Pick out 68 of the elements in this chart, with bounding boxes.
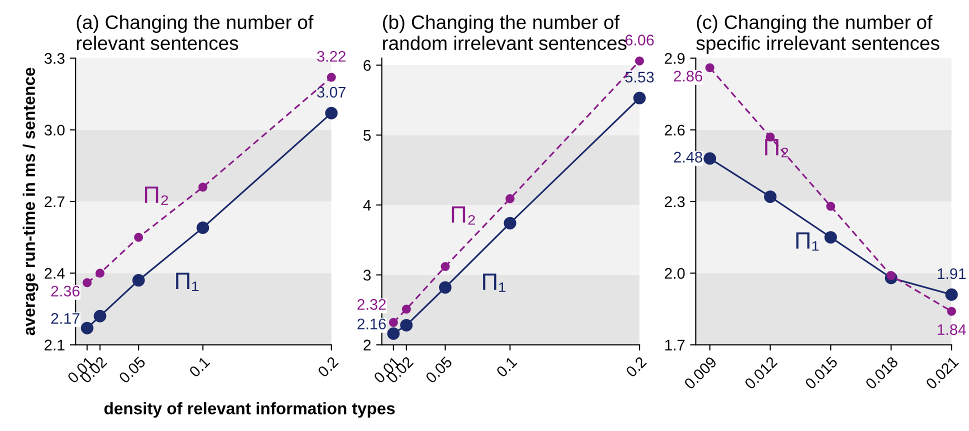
x-tick-label: 0.1	[496, 356, 518, 378]
point	[400, 318, 413, 332]
point	[440, 262, 450, 272]
point	[764, 190, 777, 203]
point	[132, 274, 145, 287]
data-label: 2.86	[674, 70, 702, 82]
point	[198, 182, 208, 192]
series-label: Π₁	[483, 274, 506, 292]
point	[387, 327, 400, 340]
point	[80, 322, 94, 334]
point	[439, 281, 452, 294]
data-label: 3.22	[317, 50, 346, 62]
y-tick-label: 2.9	[664, 53, 685, 64]
y-tick-label: 2.6	[664, 124, 685, 136]
y-tick-label: 2.4	[44, 268, 65, 279]
data-label: 2.36	[51, 286, 80, 297]
series-label: Π₁	[176, 272, 199, 292]
point	[82, 278, 92, 288]
point	[635, 56, 644, 66]
point	[945, 288, 958, 301]
point	[504, 216, 516, 230]
y-tick-label: 4	[363, 200, 371, 211]
point	[704, 152, 716, 165]
y-tick-label: 2.3	[664, 196, 685, 208]
data-label: 1.91	[938, 268, 966, 280]
series-label: Π₁	[796, 232, 819, 251]
y-tick-label: 2.1	[44, 340, 64, 350]
x-tick-label: 0.2	[317, 356, 339, 378]
chart-title: (b) Changing the number of random irrelevant sentences	[382, 14, 626, 50]
y-tick-label: 2.0	[664, 268, 685, 279]
y-tick-label: 3	[363, 270, 371, 281]
point	[196, 222, 210, 234]
data-label: 3.07	[317, 86, 346, 98]
series-label: Π₂	[144, 186, 168, 205]
y-axis-title: average run-time in ms / sentence	[22, 68, 38, 336]
data-label: 2.16	[358, 318, 386, 330]
y-tick-label: 2.7	[44, 196, 64, 208]
series-label: Π₂	[452, 206, 475, 225]
y-tick-label: 5	[363, 130, 371, 141]
x-tick-label: 0.1	[188, 356, 210, 378]
point	[388, 318, 398, 327]
y-tick-label: 2	[364, 340, 371, 350]
point	[824, 231, 837, 244]
point	[94, 310, 106, 322]
x-tick-label: 0.2	[625, 356, 647, 378]
point	[506, 194, 515, 204]
point	[947, 306, 956, 316]
chart-title: (c) Changing the number of specific irrelevant sentences	[696, 14, 940, 54]
point	[95, 268, 105, 278]
data-label: 5.53	[625, 72, 654, 83]
point	[134, 232, 144, 242]
data-label: 2.17	[51, 313, 80, 324]
y-tick-label: 6	[364, 60, 371, 71]
chart-title: (a) Changing the number of relevant sentences	[76, 14, 314, 50]
data-label: 2.48	[674, 152, 702, 163]
y-tick-label: 1.7	[665, 340, 685, 350]
point	[826, 202, 836, 211]
y-tick-label: 3.0	[44, 124, 65, 136]
point	[402, 304, 411, 314]
data-label: 6.06	[625, 34, 654, 46]
x-axis-title: density of relevant information types	[104, 402, 395, 418]
point	[325, 106, 338, 120]
point	[633, 92, 646, 104]
y-tick-label: 3.3	[44, 53, 64, 64]
data-label: 2.32	[358, 299, 386, 310]
data-label: 1.84	[938, 324, 966, 336]
point	[705, 63, 714, 72]
point	[326, 72, 336, 82]
